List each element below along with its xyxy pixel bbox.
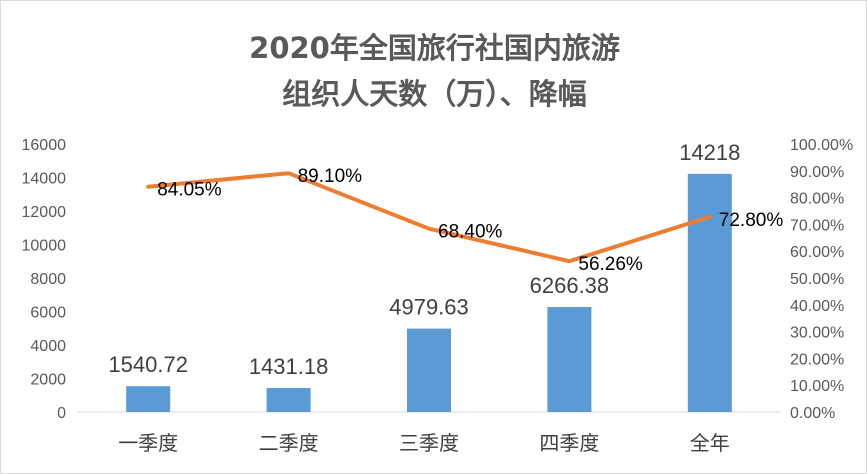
- y-right-tick-label: 90.00%: [790, 164, 844, 181]
- chart-title-line2: 组织人天数（万）、降幅: [282, 77, 587, 111]
- y-left-tick-label: 2000: [30, 372, 66, 389]
- y-right-tick-label: 100.00%: [790, 137, 853, 154]
- bar-data-label: 4979.63: [389, 295, 469, 320]
- chart-title-line1: 2020年全国旅行社国内旅游: [249, 31, 620, 65]
- y-right-tick-label: 50.00%: [790, 271, 844, 288]
- x-category-label: 一季度: [118, 431, 178, 455]
- y-right-tick-label: 70.00%: [790, 217, 844, 234]
- line-data-label: 72.80%: [719, 210, 784, 231]
- y-right-tick-label: 30.00%: [790, 325, 844, 342]
- bar-data-label: 6266.38: [530, 273, 610, 298]
- bar: [547, 307, 592, 412]
- bar-data-label: 1540.72: [108, 352, 188, 377]
- x-category-label: 三季度: [399, 431, 459, 455]
- bar: [266, 388, 311, 412]
- line-series: [146, 171, 712, 264]
- y-left-tick-label: 4000: [30, 338, 66, 355]
- y-right-tick-label: 20.00%: [790, 351, 844, 368]
- y-right-tick-label: 60.00%: [790, 244, 844, 261]
- y-right-tick-label: 0.00%: [790, 405, 835, 422]
- line-data-label: 89.10%: [298, 166, 363, 187]
- y-left-tick-label: 10000: [22, 238, 67, 255]
- y-left-tick-label: 8000: [30, 271, 66, 288]
- line-data-label: 56.26%: [578, 254, 643, 275]
- y-right-tick-label: 80.00%: [790, 191, 844, 208]
- y-left-tick-label: 14000: [22, 171, 67, 188]
- bar: [407, 328, 451, 412]
- y-left-tick-label: 16000: [22, 137, 67, 154]
- x-category-label: 四季度: [539, 431, 599, 455]
- bar-data-label: 1431.18: [249, 354, 329, 379]
- y-right-tick-label: 40.00%: [790, 298, 844, 315]
- line-data-label: 68.40%: [438, 222, 503, 243]
- bar-data-label: 14218: [679, 140, 740, 165]
- x-category-label: 二季度: [259, 431, 319, 455]
- y-left-tick-label: 12000: [22, 204, 67, 221]
- bar: [126, 386, 171, 412]
- bar: [687, 173, 732, 412]
- y-left-tick-label: 0: [57, 405, 66, 422]
- y-right-tick-label: 10.00%: [790, 378, 844, 395]
- x-category-label: 全年: [690, 431, 730, 455]
- y-left-tick-label: 6000: [30, 305, 66, 322]
- line-data-label: 84.05%: [157, 180, 222, 201]
